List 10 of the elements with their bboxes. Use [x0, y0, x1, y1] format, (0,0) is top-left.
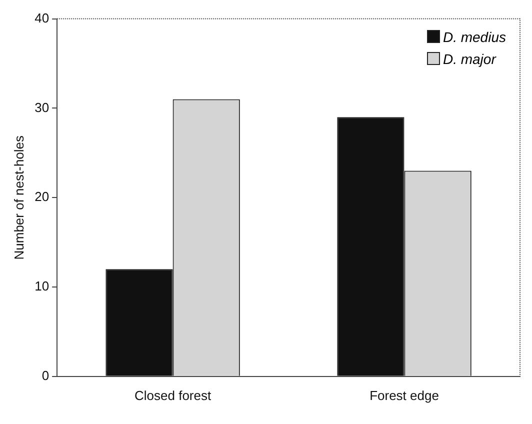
y-axis-title: Number of nest-holes [11, 134, 26, 260]
legend-label: D. major [442, 50, 496, 67]
y-tick-label: 40 [34, 10, 50, 26]
legend-label: D. medius [442, 28, 506, 45]
y-tick-label: 0 [42, 368, 50, 383]
y-tick-label: 10 [34, 278, 50, 294]
x-tick-label: Closed forest [134, 388, 212, 403]
y-tick-label: 20 [34, 189, 50, 204]
y-tick-label: 30 [34, 100, 50, 115]
x-tick-label: Forest edge [370, 388, 439, 403]
